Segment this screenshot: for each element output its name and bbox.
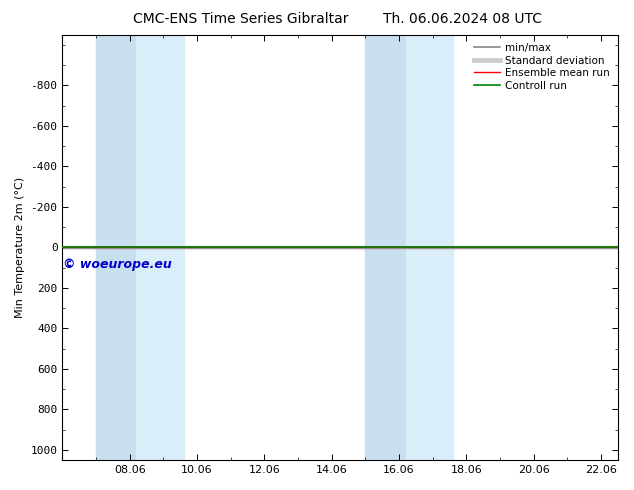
Text: © woeurope.eu: © woeurope.eu: [63, 258, 172, 270]
Bar: [365, 35, 406, 460]
Bar: [136, 35, 184, 460]
Text: CMC-ENS Time Series Gibraltar: CMC-ENS Time Series Gibraltar: [133, 12, 349, 26]
Bar: [96, 35, 136, 460]
Legend: min/max, Standard deviation, Ensemble mean run, Controll run: min/max, Standard deviation, Ensemble me…: [470, 40, 612, 94]
Bar: [406, 35, 453, 460]
Y-axis label: Min Temperature 2m (°C): Min Temperature 2m (°C): [15, 177, 25, 318]
Text: Th. 06.06.2024 08 UTC: Th. 06.06.2024 08 UTC: [384, 12, 542, 26]
